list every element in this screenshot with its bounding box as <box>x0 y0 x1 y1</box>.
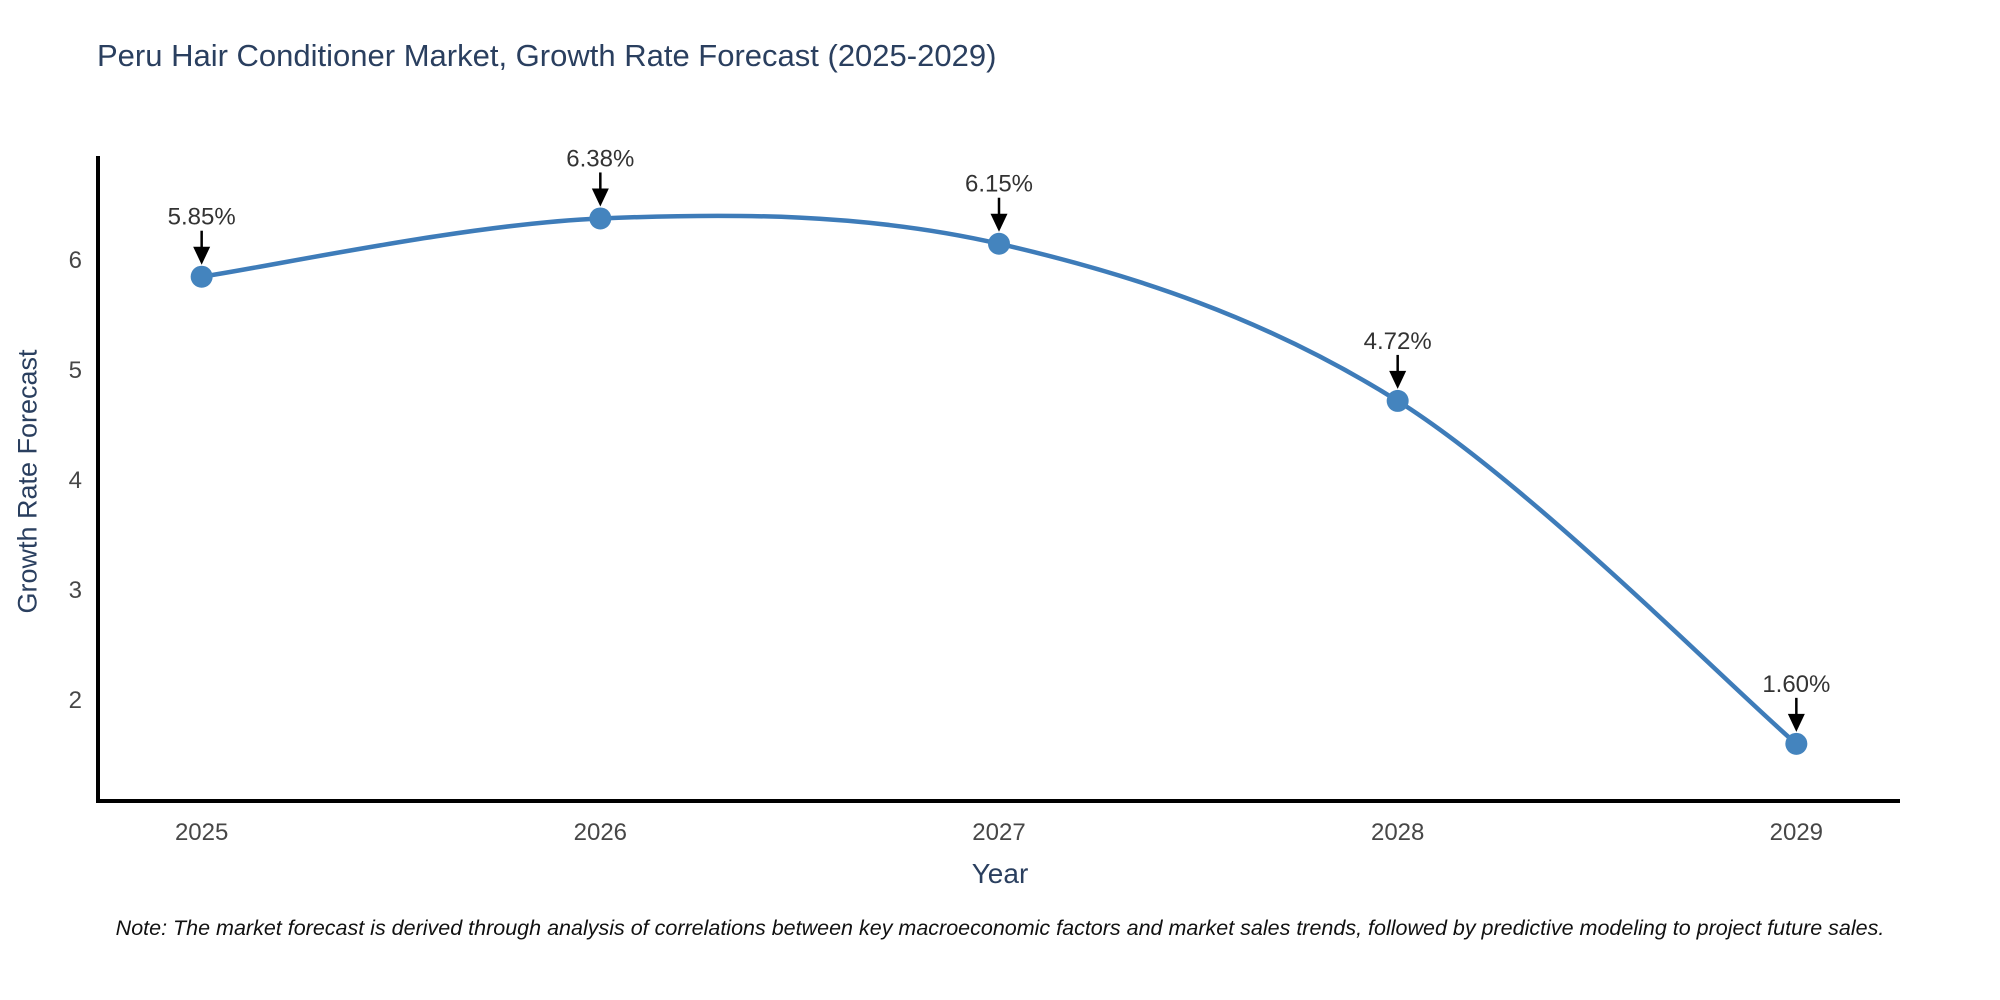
y-tick-label-3: 3 <box>69 577 82 604</box>
annotation-arrow-head <box>591 188 609 207</box>
x-tick-label-2028: 2028 <box>1371 819 1424 846</box>
annotation-label-2028: 4.72% <box>1364 328 1432 355</box>
data-point-marker-2025 <box>190 265 213 288</box>
x-tick-label-2029: 2029 <box>1770 819 1823 846</box>
x-tick-label-2027: 2027 <box>972 819 1025 846</box>
y-tick-label-6: 6 <box>69 247 82 274</box>
annotation-arrow-head <box>193 246 211 265</box>
x-tick-label-2026: 2026 <box>574 819 627 846</box>
y-tick-label-4: 4 <box>69 467 82 494</box>
data-point-marker-2028 <box>1386 389 1409 412</box>
annotation-label-2026: 6.38% <box>566 145 634 172</box>
forecast-spline-path <box>201 213 1798 746</box>
x-tick-label-2025: 2025 <box>175 819 228 846</box>
data-point-marker-2027 <box>988 232 1010 255</box>
data-point-marker-2026 <box>589 207 612 230</box>
annotation-arrow-head <box>1389 370 1407 389</box>
y-axis-title: Growth Rate Forecast <box>12 349 43 614</box>
y-tick-label-2: 2 <box>69 687 82 714</box>
x-axis-title: Year <box>971 858 1029 889</box>
annotation-label-2029: 1.60% <box>1762 671 1830 698</box>
annotation-label-2027: 6.15% <box>965 171 1033 198</box>
y-tick-label-5: 5 <box>69 357 82 384</box>
data-point-marker-2029 <box>1785 732 1808 755</box>
annotation-arrow-head <box>990 213 1008 232</box>
annotation-label-2025: 5.85% <box>168 204 236 231</box>
footnote: Note: The market forecast is derived thr… <box>115 916 1885 940</box>
annotation-arrow-head <box>1787 713 1805 732</box>
chart-title: Peru Hair Conditioner Market, Growth Rat… <box>97 38 997 73</box>
